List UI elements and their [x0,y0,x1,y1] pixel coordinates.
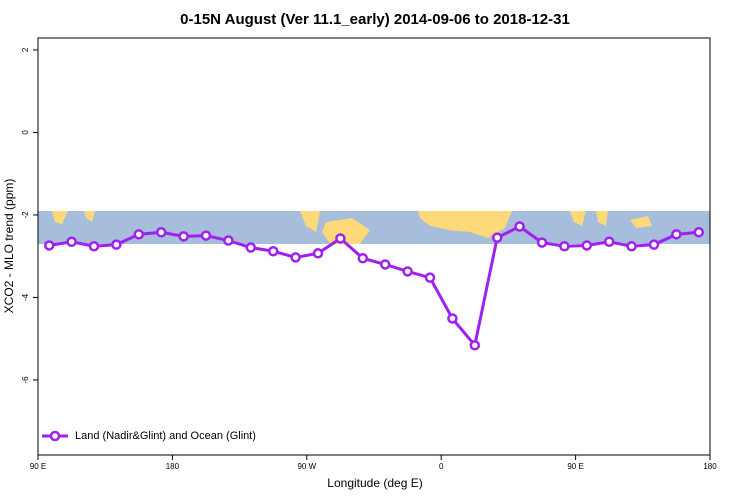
point [648,239,660,250]
point [536,237,548,248]
y-tick-label: -4 [21,293,30,301]
point [379,259,391,270]
point [424,272,436,283]
point [200,230,212,241]
point [559,241,570,252]
x-tick-label: 90 W [297,462,316,471]
line [48,224,699,349]
x-tick-label: 90 E [30,462,46,471]
point [469,340,481,351]
point [290,252,301,263]
point [671,229,682,240]
point [514,221,525,232]
point [267,245,279,257]
x-tick-label: 0 [439,462,444,471]
point [111,239,122,250]
legend-marker [49,430,61,442]
point [178,231,189,242]
point [133,229,145,240]
chart-title: 0-15N August (Ver 11.1_early) 2014-09-06… [180,11,570,28]
point [402,266,413,277]
point [312,248,324,259]
point [693,227,705,238]
y-tick-label: 2 [21,47,30,52]
y-tick-label: 0 [21,130,30,135]
point [43,240,55,251]
point [603,236,615,248]
point [223,235,234,246]
map-band [38,211,710,244]
x-axis-label: Longitude (deg E) [327,476,422,490]
point [245,242,257,253]
point [335,233,346,244]
point [66,236,77,248]
y-tick-label: -2 [21,211,30,219]
point [626,241,637,252]
point [155,227,167,238]
y-tick-label: -6 [21,376,30,384]
x-tick-label: 90 E [567,462,583,471]
point [88,241,100,252]
y-axis-label: XCO2 - MLO trend (ppm) [2,179,16,314]
point [581,240,593,251]
point [491,232,503,243]
x-tick-label: 180 [166,462,180,471]
legend-label: Land (Nadir&Glint) and Ocean (Glint) [75,430,256,442]
plot-frame [37,37,711,456]
point [357,253,369,264]
point [447,313,458,324]
x-tick-label: 180 [703,462,717,471]
